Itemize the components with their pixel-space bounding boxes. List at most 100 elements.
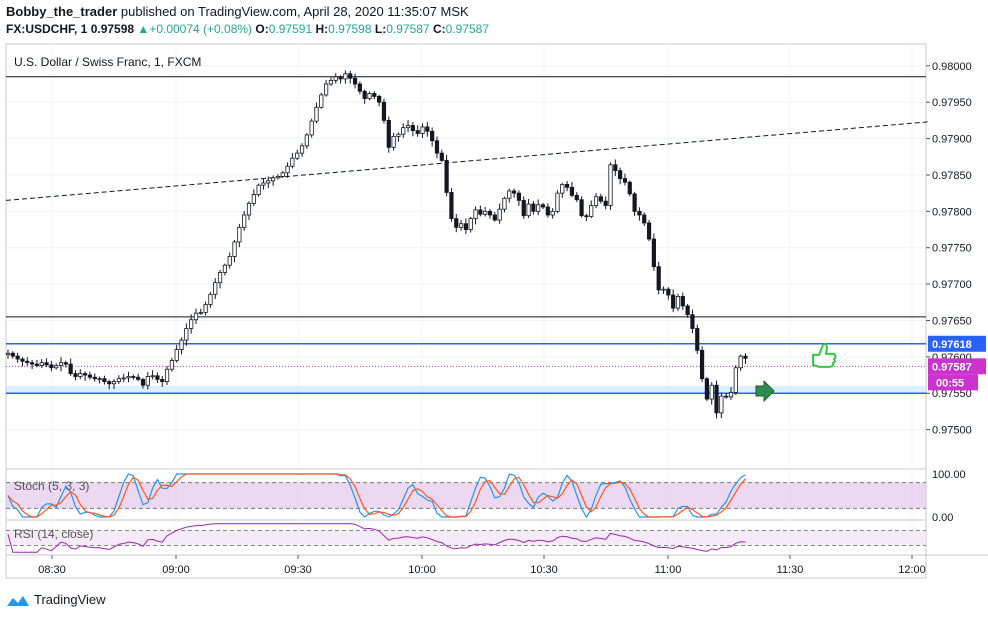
candle-body <box>666 288 671 296</box>
candle-body <box>63 362 68 365</box>
up-triangle-icon: ▲ <box>137 22 150 36</box>
y-tick-label: 0.97700 <box>932 279 972 291</box>
candle-body <box>208 293 213 305</box>
candle-body <box>338 76 343 80</box>
candle-body <box>73 373 78 377</box>
candle-body <box>507 190 512 199</box>
brand-footer[interactable]: TradingView <box>6 592 106 608</box>
candle-body <box>126 376 131 379</box>
green-arrow-icon <box>755 379 775 403</box>
time-axis[interactable]: 08:30 09:00 09:30 10:00 10:30 11:00 11:30 12:00 <box>38 555 926 576</box>
candle-body <box>695 328 700 351</box>
candle-body <box>87 374 93 378</box>
candle-body <box>5 352 11 356</box>
candle-body <box>521 200 526 217</box>
candle-body <box>367 93 372 99</box>
candle-body <box>242 214 247 228</box>
candle-body <box>492 214 497 221</box>
x-tick-label: 09:00 <box>162 564 190 576</box>
candle-body <box>270 177 276 182</box>
open-value: 0.97591 <box>268 22 313 36</box>
candle-body <box>449 192 454 220</box>
candle-body <box>458 223 464 228</box>
candle-body <box>622 178 628 183</box>
candle-body <box>275 176 281 179</box>
candle-body <box>420 126 425 134</box>
candle-body <box>555 192 560 212</box>
candle-body <box>256 184 261 196</box>
countdown-label: 00:55 <box>936 377 964 389</box>
candle-body <box>536 204 541 212</box>
candle-body <box>618 170 623 180</box>
author-name[interactable]: Bobby_the_trader <box>6 4 118 19</box>
candle-body <box>719 395 724 414</box>
candle-body <box>319 94 324 108</box>
candle-body <box>189 319 194 329</box>
high-label: H: <box>315 22 329 36</box>
candle-body <box>333 76 338 81</box>
candle-body <box>68 363 73 374</box>
high-value: 0.97598 <box>328 22 372 36</box>
candle-body <box>179 339 184 350</box>
candle-body <box>97 378 102 381</box>
candle-body <box>29 362 35 365</box>
candle-body <box>78 373 83 377</box>
candle-body <box>39 362 44 366</box>
change-value: +0.00074 (+0.08%) <box>149 22 253 36</box>
last-price-label: 0.97587 <box>932 361 972 373</box>
candle-body <box>468 218 473 230</box>
candle-body <box>483 210 488 215</box>
candle-body <box>140 379 146 386</box>
candle-body <box>362 90 367 99</box>
candle-body <box>487 210 493 216</box>
stoch-title: Stoch (5, 3, 3) <box>14 479 89 493</box>
candle-body <box>160 379 165 382</box>
candle-body <box>227 256 232 266</box>
thumbs-up-icon <box>812 342 837 368</box>
publish-header: Bobby_the_trader published on TradingVie… <box>6 4 469 19</box>
candle-body <box>690 314 695 329</box>
x-tick-label: 12:00 <box>898 564 926 576</box>
candle-body <box>102 378 107 383</box>
price-axis[interactable]: 0.98000 0.97950 0.97900 0.97850 0.97800 0.977… <box>926 61 986 524</box>
x-tick-label: 10:30 <box>530 564 558 576</box>
stoch-tick-label: 0.00 <box>932 512 953 524</box>
indicators <box>6 473 926 553</box>
candle-body <box>709 384 714 400</box>
candle-body <box>232 241 237 257</box>
candle-body <box>613 164 618 172</box>
candle-body <box>381 101 387 121</box>
candle-body <box>545 206 550 216</box>
low-label: L: <box>374 22 387 36</box>
candle-body <box>145 376 150 386</box>
candle-body <box>169 360 174 370</box>
candle-body <box>661 288 666 291</box>
trend-line <box>5 121 929 201</box>
candle-body <box>463 223 469 230</box>
candle-body <box>430 130 435 142</box>
candle-body <box>589 205 594 217</box>
annotations[interactable] <box>755 342 837 403</box>
candle-body <box>405 125 411 129</box>
candle-body <box>237 226 242 243</box>
candle-body <box>714 384 719 414</box>
candle-body <box>415 130 420 134</box>
candle-body <box>598 196 603 202</box>
candle-body <box>444 160 449 193</box>
candle-body <box>671 294 676 309</box>
horizontal-levels[interactable] <box>5 76 929 394</box>
candle-body <box>410 125 415 131</box>
candle-body <box>473 209 478 220</box>
candle-body <box>20 358 25 362</box>
y-tick-label: 0.97850 <box>932 170 972 182</box>
chart-border <box>5 43 927 579</box>
candle-body <box>280 172 285 177</box>
candle-body <box>290 157 295 167</box>
candle-body <box>560 184 565 194</box>
candle-body <box>724 395 729 398</box>
candle-body <box>439 152 444 161</box>
close-value: 0.97587 <box>445 22 490 36</box>
candle-body <box>675 296 681 309</box>
candle-body <box>540 204 546 208</box>
